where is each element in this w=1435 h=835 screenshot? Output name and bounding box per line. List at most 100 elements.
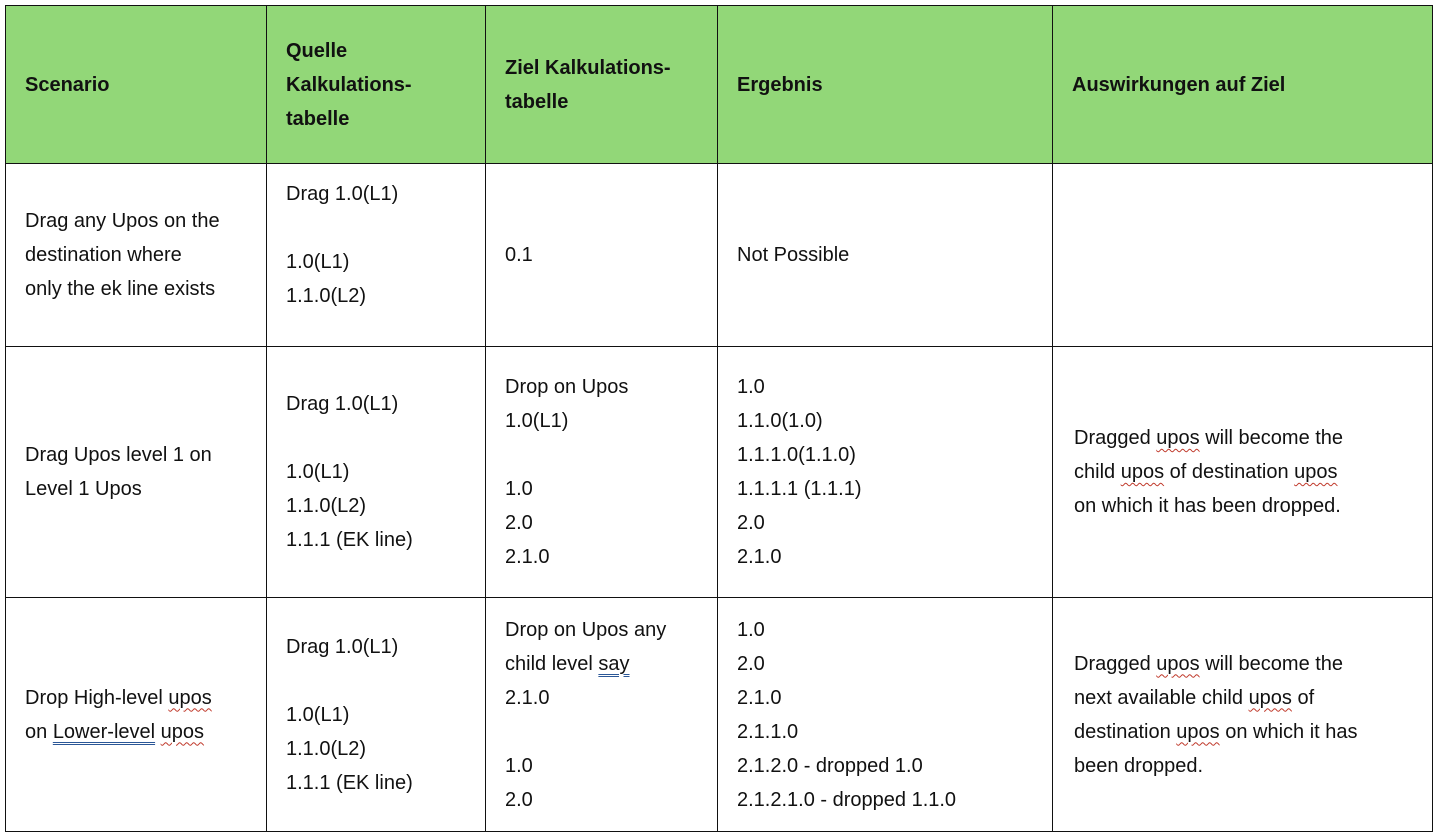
header-text: Ergebnis xyxy=(737,73,823,96)
spelling-flagged-word[interactable]: upos xyxy=(1156,427,1200,449)
cell-text: 1.0(L1) xyxy=(505,410,569,432)
cell-line: next available child upos of xyxy=(1074,681,1416,715)
spelling-flagged-word[interactable]: upos xyxy=(1294,461,1338,483)
cell-text: 2.1.0 xyxy=(737,546,782,568)
cell-text: Dragged xyxy=(1074,652,1157,675)
table-row: Drop High-level upos on Lower-level upos… xyxy=(5,597,1433,832)
cell-quelle: Drag 1.0(L1) 1.0(L1) 1.1.0(L2) 1.1.1 (EK… xyxy=(266,346,486,598)
cell-text: will become the xyxy=(1199,427,1344,449)
header-quelle: Quelle Kalkulations- tabelle xyxy=(266,5,486,164)
cell-text: Drag 1.0(L1) xyxy=(286,393,399,415)
cell-text: of xyxy=(1291,686,1315,709)
cell-line: Drop High-level upos xyxy=(25,681,250,715)
cell-scenario: Drop High-level upos on Lower-level upos xyxy=(5,597,267,832)
cell-ergebnis: 1.0 1.1.0(1.0) 1.1.1.0(1.1.0) 1.1.1.1 (1… xyxy=(717,346,1053,598)
cell-line: Dragged upos will become the xyxy=(1074,647,1416,681)
cell-text: 2.1.0 xyxy=(737,686,782,709)
cell-ziel: 0.1 xyxy=(485,163,718,347)
cell-text: next available child xyxy=(1074,686,1249,709)
cell-line: Dragged upos will become the xyxy=(1074,421,1416,455)
cell-text: 2.1.0 xyxy=(505,546,550,568)
spelling-flagged-word[interactable]: upos xyxy=(160,720,205,743)
cell-text: Drag 1.0(L1) xyxy=(286,635,399,658)
cell-text: 1.0(L1) xyxy=(286,251,350,273)
cell-text: Not Possible xyxy=(737,244,850,266)
cell-text: 0.1 xyxy=(505,244,533,266)
cell-text: 1.1.0(L2) xyxy=(286,495,367,517)
cell-text: 1.0 xyxy=(737,618,765,641)
cell-text: 1.1.1 (EK line) xyxy=(286,771,413,794)
cell-text: 1.0 xyxy=(737,376,765,398)
cell-ergebnis: 1.0 2.0 2.1.0 2.1.1.0 2.1.2.0 - dropped … xyxy=(717,597,1053,832)
cell-text: 1.1.0(L2) xyxy=(286,285,367,307)
cell-ziel: Drop on Upos any child level say 2.1.0 1… xyxy=(485,597,718,832)
cell-line: destination upos on which it has xyxy=(1074,715,1416,749)
cell-text: of destination xyxy=(1164,461,1295,483)
cell-text: Level 1 Upos xyxy=(25,478,142,500)
cell-text: 2.1.1.0 xyxy=(737,720,799,743)
cell-text: 2.1.2.0 - dropped 1.0 xyxy=(737,754,923,777)
cell-text: Drag any Upos on the xyxy=(25,210,220,232)
header-auswirkungen: Auswirkungen auf Ziel xyxy=(1052,5,1433,164)
cell-text: been dropped. xyxy=(1074,754,1204,777)
spelling-flagged-word[interactable]: upos xyxy=(168,686,212,709)
blank-line xyxy=(505,438,701,472)
cell-line: child level say xyxy=(505,647,701,681)
cell-text: on xyxy=(25,720,53,743)
header-text: Kalkulations- xyxy=(286,73,412,96)
cell-text: child level xyxy=(505,652,599,675)
cell-auswirkungen: Dragged upos will become the next availa… xyxy=(1052,597,1433,832)
cell-line: child upos of destination upos xyxy=(1074,455,1416,489)
cell-text: on which it has xyxy=(1219,720,1358,743)
cell-text: 1.0(L1) xyxy=(286,703,350,726)
cell-line: on Lower-level upos xyxy=(25,715,250,749)
header-text: Scenario xyxy=(25,73,110,96)
header-scenario: Scenario xyxy=(5,5,267,164)
cell-auswirkungen: Dragged upos will become the child upos … xyxy=(1052,346,1433,598)
grammar-flagged-word[interactable]: say xyxy=(598,652,630,675)
cell-text: 2.1.2.1.0 - dropped 1.1.0 xyxy=(737,788,957,811)
cell-text: 1.0(L1) xyxy=(286,461,350,483)
table-header-row: Scenario Quelle Kalkulations- tabelle Zi… xyxy=(5,5,1433,164)
cell-quelle: Drag 1.0(L1) 1.0(L1) 1.1.0(L2) 1.1.1 (EK… xyxy=(266,597,486,832)
header-text: tabelle xyxy=(286,107,350,130)
table-row: Drag any Upos on the destination where o… xyxy=(5,163,1433,347)
cell-text: Drop on Upos any xyxy=(505,618,667,641)
spelling-flagged-word[interactable]: upos xyxy=(1176,720,1220,743)
cell-text: destination xyxy=(1074,720,1177,743)
cell-text: 2.1.0 xyxy=(505,686,550,709)
grammar-flagged-word[interactable]: Lower-level xyxy=(52,720,156,743)
cell-text: 1.1.0(1.0) xyxy=(737,410,823,432)
blank-line xyxy=(286,211,469,245)
blank-line xyxy=(286,421,469,455)
cell-text: Drop High-level xyxy=(25,686,169,709)
cell-text: 1.0 xyxy=(505,754,533,777)
spelling-flagged-word[interactable]: upos xyxy=(1120,461,1165,483)
header-text: tabelle xyxy=(505,90,569,113)
cell-text: 1.1.0(L2) xyxy=(286,737,367,760)
cell-text: on which it has been dropped. xyxy=(1074,495,1341,517)
cell-text: only the ek line exists xyxy=(25,278,216,300)
cell-text: Dragged xyxy=(1074,427,1157,449)
cell-ziel: Drop on Upos 1.0(L1) 1.0 2.0 2.1.0 xyxy=(485,346,718,598)
header-text: Auswirkungen auf Ziel xyxy=(1072,73,1286,96)
cell-text: 1.0 xyxy=(505,478,533,500)
cell-ergebnis: Not Possible xyxy=(717,163,1053,347)
cell-text: 2.0 xyxy=(505,788,533,811)
cell-text: destination where xyxy=(25,244,182,266)
cell-text: Drop on Upos xyxy=(505,376,629,398)
cell-text: 1.1.1.1 (1.1.1) xyxy=(737,478,862,500)
cell-text: 2.0 xyxy=(737,652,765,675)
spelling-flagged-word[interactable]: upos xyxy=(1156,652,1200,675)
cell-auswirkungen xyxy=(1052,163,1433,347)
cell-text: 1.1.1.0(1.1.0) xyxy=(737,444,856,466)
cell-quelle: Drag 1.0(L1) 1.0(L1) 1.1.0(L2) xyxy=(266,163,486,347)
cell-scenario: Drag Upos level 1 on Level 1 Upos xyxy=(5,346,267,598)
cell-text: child xyxy=(1074,461,1121,483)
cell-text: Drag 1.0(L1) xyxy=(286,183,399,205)
cell-text: Drag Upos level 1 on xyxy=(25,444,212,466)
header-text: Ziel Kalkulations- xyxy=(505,56,671,79)
cell-text: 1.1.1 (EK line) xyxy=(286,529,413,551)
cell-text: 2.0 xyxy=(737,512,765,534)
spelling-flagged-word[interactable]: upos xyxy=(1248,686,1292,709)
